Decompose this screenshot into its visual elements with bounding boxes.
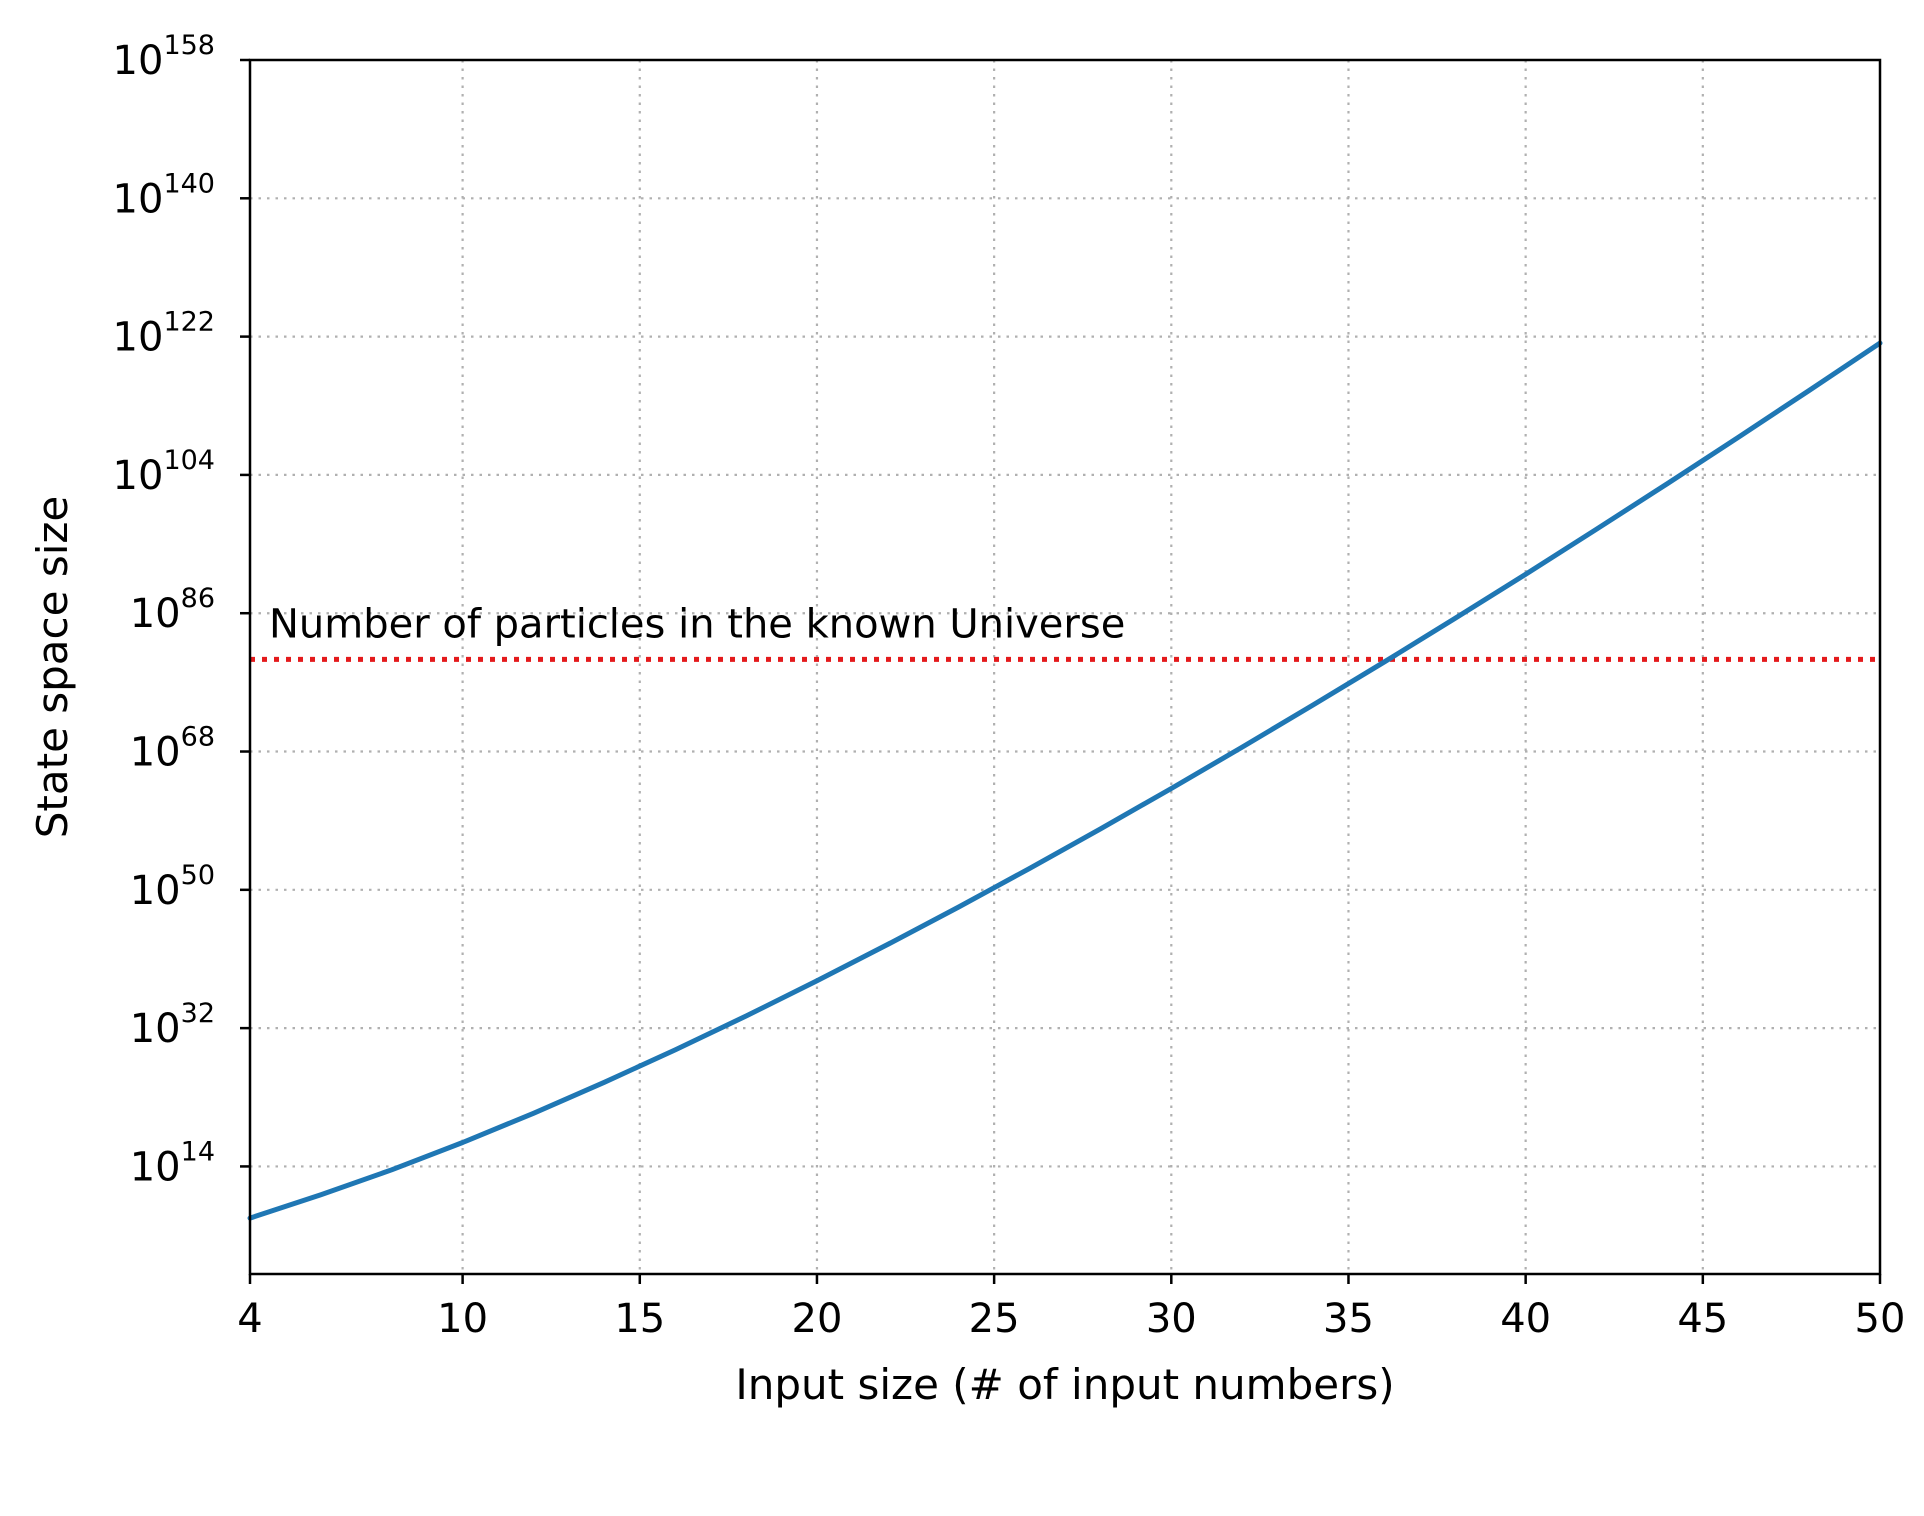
x-tick-label: 25 <box>969 1296 1020 1342</box>
grid <box>250 60 1880 1274</box>
x-tick-label: 20 <box>792 1296 843 1342</box>
x-tick-label: 35 <box>1323 1296 1374 1342</box>
x-tick-label: 10 <box>437 1296 488 1342</box>
x-tick-label: 45 <box>1677 1296 1728 1342</box>
x-tick-label: 40 <box>1500 1296 1551 1342</box>
y-tick-label: 1050 <box>130 860 215 914</box>
x-tick-label: 50 <box>1855 1296 1906 1342</box>
y-tick-label: 1032 <box>130 998 215 1052</box>
y-tick-label: 10158 <box>113 30 215 84</box>
x-tick-label: 30 <box>1146 1296 1197 1342</box>
series-line-0 <box>247 340 1883 1221</box>
y-axis-ticks: 1014 1032 1050 1068 1086 10104 10122 10140 10158 <box>113 30 250 1190</box>
y-tick-label: 10104 <box>113 445 215 499</box>
reference-line-label: Number of particles in the known Univers… <box>269 601 1125 647</box>
y-axis-label: State space size <box>28 496 77 839</box>
plot-frame <box>248 58 1882 1276</box>
y-tick-label: 10122 <box>113 307 215 361</box>
x-tick-label: 15 <box>614 1296 665 1342</box>
x-axis-ticks: 4 10 15 20 25 30 35 40 45 50 <box>237 1274 1905 1342</box>
y-tick-label: 1014 <box>130 1136 215 1190</box>
y-tick-label: 10140 <box>113 168 215 222</box>
series-group <box>247 340 1883 1221</box>
y-tick-label: 1086 <box>130 583 215 637</box>
y-tick-label: 1068 <box>130 722 215 776</box>
x-tick-label: 4 <box>237 1296 262 1342</box>
x-axis-label: Input size (# of input numbers) <box>735 1360 1394 1409</box>
